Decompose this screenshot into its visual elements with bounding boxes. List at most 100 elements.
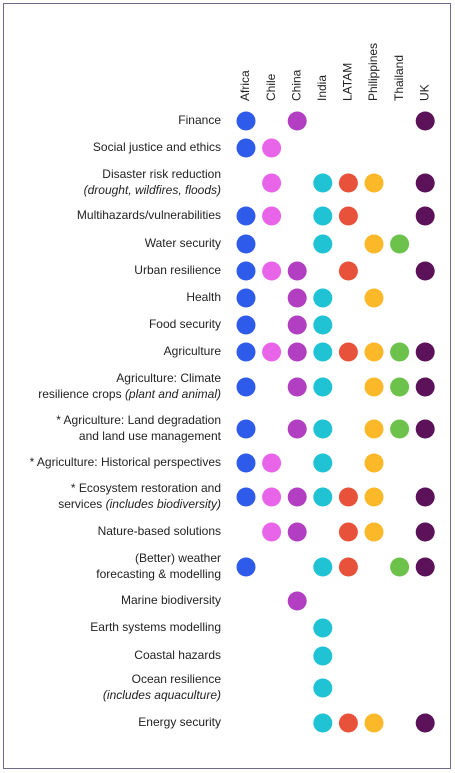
dot (287, 261, 307, 281)
dot (236, 342, 256, 362)
dot (415, 377, 435, 397)
row-label: Social justice and ethics (93, 140, 221, 154)
dot (262, 173, 282, 193)
row-label-text: Disaster risk reduction (102, 167, 221, 181)
dot (415, 487, 435, 507)
row-label: * Agriculture: Historical perspectives (30, 455, 221, 469)
row-label-text: Social justice and ethics (93, 140, 221, 154)
dot (415, 111, 435, 131)
column-label: UK (417, 84, 431, 101)
dot (338, 261, 358, 281)
column-label: China (289, 69, 303, 101)
dot (415, 522, 435, 542)
dot (313, 618, 333, 638)
row-label-text: Finance (178, 113, 221, 127)
dot (236, 288, 256, 308)
dot (313, 173, 333, 193)
row-label: resilience crops (plant and animal) (38, 387, 221, 401)
dot (313, 713, 333, 733)
row-label-text: Earth systems modelling (90, 620, 221, 634)
row-label: Urban resilience (134, 263, 221, 277)
row-label-text: Nature-based solutions (98, 524, 221, 538)
row-label-text: Energy security (138, 715, 221, 729)
dot (390, 377, 410, 397)
dot (262, 522, 282, 542)
row-label: Health (186, 290, 221, 304)
dot (236, 453, 256, 473)
dot (313, 377, 333, 397)
dot (262, 138, 282, 158)
row-label-text: services (58, 497, 102, 511)
dot (364, 377, 384, 397)
dot (236, 261, 256, 281)
row-label: Nature-based solutions (98, 524, 221, 538)
dot (287, 522, 307, 542)
dot (415, 173, 435, 193)
column-label: Thailand (392, 55, 406, 101)
row-label-text: Coastal hazards (134, 648, 221, 662)
dot (262, 453, 282, 473)
dot (287, 591, 307, 611)
dot (262, 487, 282, 507)
dot (287, 315, 307, 335)
dot (338, 522, 358, 542)
dot (236, 234, 256, 254)
row-label: Multihazards/vulnerabilities (77, 208, 221, 222)
dot (364, 173, 384, 193)
dot (313, 315, 333, 335)
dot (338, 713, 358, 733)
dot (313, 234, 333, 254)
row-label: services (includes biodiversity) (58, 497, 221, 511)
dot (287, 377, 307, 397)
dot (415, 261, 435, 281)
dot (415, 206, 435, 226)
dot (313, 557, 333, 577)
dot (313, 419, 333, 439)
dot (287, 342, 307, 362)
dot (236, 138, 256, 158)
dot (236, 315, 256, 335)
dot (364, 453, 384, 473)
column-label: LATAM (341, 63, 355, 101)
row-label-note: (includes aquaculture) (103, 688, 221, 702)
row-label-text: * Ecosystem restoration and (71, 481, 221, 495)
row-label: Agriculture (164, 344, 222, 358)
dot (287, 419, 307, 439)
dot (415, 557, 435, 577)
row-label: Energy security (138, 715, 221, 729)
column-label: Philippines (366, 43, 380, 101)
dot (236, 377, 256, 397)
row-label: Agriculture: Climate (116, 371, 221, 385)
row-label: * Agriculture: Land degradation (56, 413, 221, 427)
row-label: (drought, wildfires, floods) (84, 183, 221, 197)
dot (313, 206, 333, 226)
dot (287, 288, 307, 308)
frame (3, 3, 451, 769)
dot (364, 713, 384, 733)
row-label-text: Ocean resilience (132, 672, 222, 686)
dot (338, 206, 358, 226)
dot (390, 557, 410, 577)
row-label: Ocean resilience (132, 672, 222, 686)
column-label: Africa (238, 70, 252, 101)
row-label-text: * Agriculture: Land degradation (56, 413, 221, 427)
dot (338, 173, 358, 193)
row-label-text: Agriculture: Climate (116, 371, 221, 385)
dot (390, 234, 410, 254)
dot (338, 557, 358, 577)
dot (364, 234, 384, 254)
row-label-text: forecasting & modelling (96, 567, 221, 581)
row-label: * Ecosystem restoration and (71, 481, 221, 495)
dot (338, 487, 358, 507)
dot (287, 487, 307, 507)
dot (313, 646, 333, 666)
row-label-text: Agriculture (164, 344, 222, 358)
dot (338, 342, 358, 362)
dot (415, 419, 435, 439)
row-label-note: (includes biodiversity) (106, 497, 221, 511)
row-label: Food security (149, 317, 221, 331)
dot (236, 419, 256, 439)
dot (364, 522, 384, 542)
row-label-text: Marine biodiversity (121, 593, 221, 607)
